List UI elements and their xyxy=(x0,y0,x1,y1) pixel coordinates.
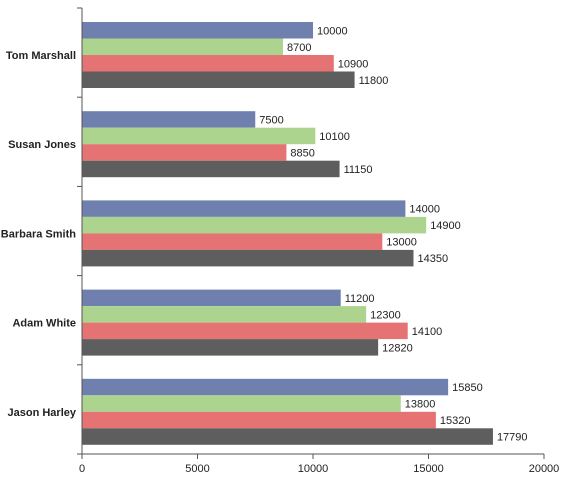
category-label: Barbara Smith xyxy=(1,228,76,240)
bar xyxy=(82,378,449,396)
data-label: 13800 xyxy=(405,399,436,411)
bar xyxy=(82,233,383,250)
bar xyxy=(82,160,340,178)
bar xyxy=(82,428,493,445)
bar xyxy=(82,111,256,128)
category-label: Adam White xyxy=(12,318,76,330)
bar xyxy=(82,127,316,145)
data-label: 14000 xyxy=(409,204,440,216)
x-tick-label: 15000 xyxy=(413,463,444,475)
bar xyxy=(82,411,436,429)
bar xyxy=(82,249,414,267)
data-label: 10900 xyxy=(338,58,369,70)
x-tick-label: 5000 xyxy=(185,463,209,475)
bar xyxy=(82,38,283,55)
data-label: 17790 xyxy=(497,432,528,444)
data-label: 15320 xyxy=(440,415,471,427)
bar xyxy=(82,71,355,88)
x-tick-label: 0 xyxy=(79,463,85,475)
category-label: Jason Harley xyxy=(8,407,77,419)
data-label: 8700 xyxy=(287,42,311,54)
bar xyxy=(82,306,367,323)
data-label: 8850 xyxy=(290,147,314,159)
data-label: 15850 xyxy=(452,382,483,394)
data-label: 10000 xyxy=(317,25,348,37)
data-label: 11200 xyxy=(345,293,375,305)
data-label: 11800 xyxy=(359,75,389,87)
data-label: 10100 xyxy=(319,131,350,143)
bar xyxy=(82,322,408,340)
bar xyxy=(82,339,379,356)
bar xyxy=(82,144,287,161)
data-label: 13000 xyxy=(386,237,417,249)
data-label: 14350 xyxy=(417,253,448,265)
category-label: Susan Jones xyxy=(8,139,76,151)
data-label: 11150 xyxy=(344,164,373,176)
bar xyxy=(82,289,341,307)
bar xyxy=(82,395,401,412)
data-label: 14900 xyxy=(430,220,461,232)
x-tick-label: 20000 xyxy=(529,463,560,475)
x-tick-label: 10000 xyxy=(298,463,329,475)
labels-layer: 0 5000 10000 15000 20000 10000 8700 10900 11800 T… xyxy=(1,7,560,475)
category-label: Tom Marshall xyxy=(6,50,76,62)
data-label: 12300 xyxy=(370,309,401,321)
data-label: 14100 xyxy=(412,326,443,338)
bar xyxy=(82,216,427,234)
data-label: 12820 xyxy=(382,342,413,354)
bars-layer xyxy=(82,22,493,445)
bar xyxy=(82,22,313,39)
bar xyxy=(82,55,334,72)
bar xyxy=(82,200,406,217)
data-label: 7500 xyxy=(259,114,283,126)
